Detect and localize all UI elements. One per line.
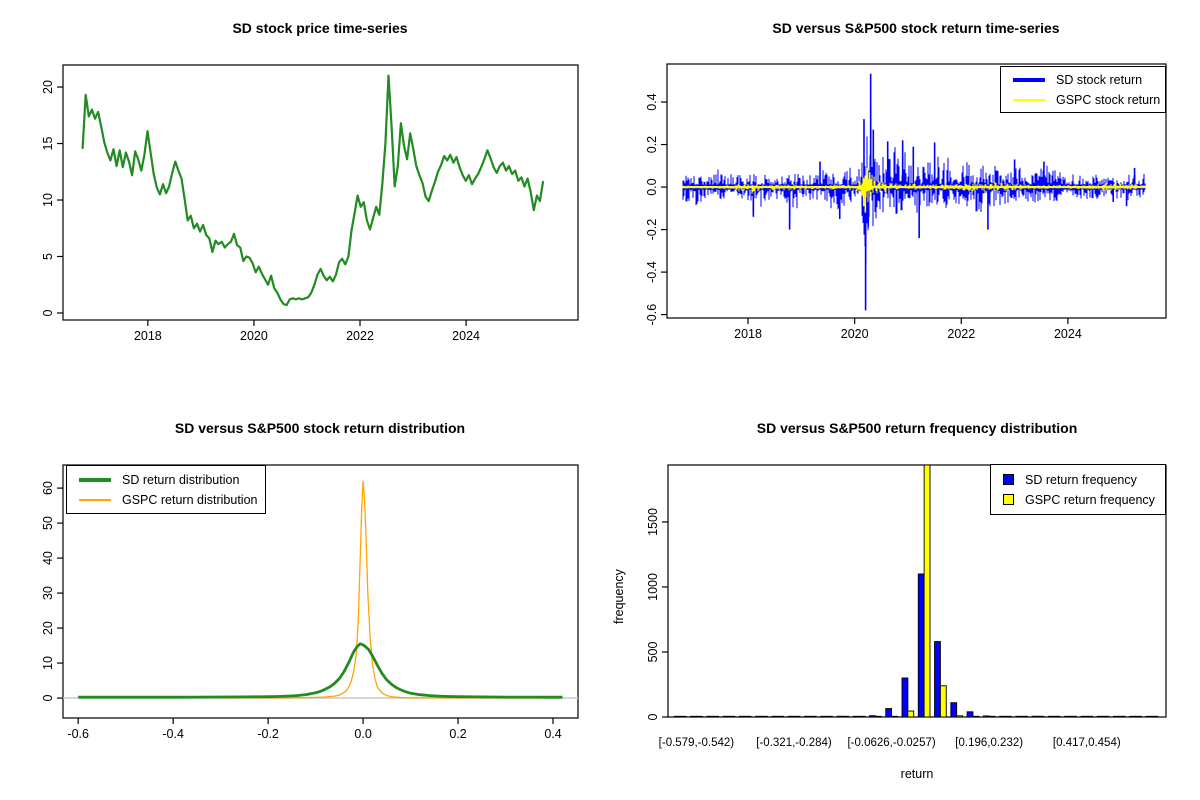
svg-text:[0.196,0.232): [0.196,0.232) [955,737,1023,749]
svg-text:60: 60 [41,481,55,495]
legend-label: SD return distribution [122,472,240,487]
legend-label: GSPC return distribution [122,492,258,507]
legend-item: SD return frequency [1003,472,1159,488]
panel-return-distribution: -0.6 -0.4 -0.2 0.0 0.2 0.4 0 10 20 30 40 50 60 [41,464,579,741]
legend-item: GSPC return distribution [79,492,259,508]
svg-text:15: 15 [41,137,55,151]
svg-text:0.2: 0.2 [645,136,659,153]
legend-box-swatch-sd-frequency [1003,474,1014,485]
legend-line-swatch-sd-return [1013,77,1045,82]
legend-label: SD return frequency [1025,472,1137,487]
svg-text:0.4: 0.4 [544,727,561,741]
legend-item: SD stock return [1013,72,1159,88]
svg-text:[0.417,0.454): [0.417,0.454) [1053,737,1121,749]
svg-text:2022: 2022 [346,329,374,343]
svg-text:2020: 2020 [240,329,268,343]
svg-text:1500: 1500 [646,508,660,536]
legend-item: GSPC return frequency [1003,492,1159,508]
svg-text:0.0: 0.0 [645,178,659,195]
svg-text:-0.6: -0.6 [645,304,659,326]
svg-text:0: 0 [646,713,660,720]
x-axis-label-return: return [900,767,934,781]
legend-line-swatch-gspc-density [79,498,111,501]
svg-text:10: 10 [41,656,55,670]
svg-text:-0.4: -0.4 [645,261,659,283]
panel-return-frequency: 0 500 1000 1500 [-0.579,-0.542) [-0.321,-0.28… [646,464,1167,749]
legend-distribution: SD return distribution GSPC return distr… [66,465,266,514]
svg-text:-0.6: -0.6 [67,727,89,741]
chart-title-price: SD stock price time-series [232,20,408,36]
svg-text:0: 0 [41,695,55,702]
chart-title-distribution: SD versus S&P500 stock return distributi… [174,420,466,436]
svg-text:40: 40 [41,551,55,565]
legend-item: GSPC stock return [1013,92,1161,108]
legend-returns: SD stock return GSPC stock return [1000,66,1166,113]
svg-text:10: 10 [41,193,55,207]
svg-text:-0.2: -0.2 [645,219,659,241]
svg-text:[-0.0626,-0.0257): [-0.0626,-0.0257) [847,737,935,749]
svg-text:2024: 2024 [452,329,480,343]
svg-text:-0.4: -0.4 [162,727,184,741]
svg-text:2020: 2020 [841,327,869,341]
svg-text:0.4: 0.4 [645,93,659,110]
svg-text:20: 20 [41,621,55,635]
legend-line-swatch-sd-density [79,477,111,482]
svg-text:0: 0 [41,309,55,316]
svg-text:[-0.579,-0.542): [-0.579,-0.542) [659,737,735,749]
svg-text:5: 5 [41,253,55,260]
svg-text:[-0.321,-0.284): [-0.321,-0.284) [756,737,832,749]
svg-text:0.2: 0.2 [449,727,466,741]
legend-box-swatch-gspc-frequency [1003,494,1014,505]
svg-text:2024: 2024 [1054,327,1082,341]
panel-sd-vs-gspc-returns: 2018 2020 2022 2024 -0.6 -0.4 -0.2 0.0 0.2 0.4 [645,63,1167,341]
svg-text:2022: 2022 [947,327,975,341]
legend-label: GSPC return frequency [1025,492,1155,507]
svg-text:1000: 1000 [646,573,660,601]
svg-text:20: 20 [41,80,55,94]
svg-text:0.0: 0.0 [354,727,371,741]
panel-sd-price: 2018 2020 2022 2024 0 5 10 15 20 [41,64,579,343]
legend-frequency: SD return frequency GSPC return frequenc… [990,464,1166,515]
svg-text:30: 30 [41,586,55,600]
y-axis-label-frequency: frequency [612,569,626,624]
chart-title-returns: SD versus S&P500 stock return time-serie… [772,20,1060,36]
svg-text:-0.2: -0.2 [257,727,279,741]
svg-text:2018: 2018 [734,327,762,341]
legend-label: SD stock return [1056,72,1143,87]
svg-text:500: 500 [646,642,660,663]
svg-text:50: 50 [41,516,55,530]
legend-line-swatch-gspc-return [1013,98,1045,101]
chart-title-frequency: SD versus S&P500 return frequency distri… [756,420,1078,436]
legend-label: GSPC stock return [1056,92,1161,107]
legend-item: SD return distribution [79,472,259,488]
svg-text:2018: 2018 [134,329,162,343]
